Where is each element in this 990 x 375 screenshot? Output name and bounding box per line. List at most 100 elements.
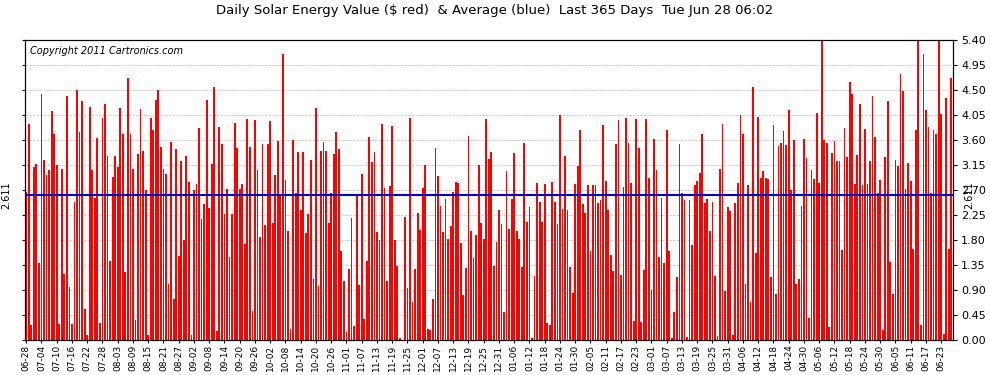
Bar — [834, 141, 836, 340]
Bar — [427, 329, 429, 340]
Bar — [931, 193, 932, 340]
Bar — [394, 240, 396, 340]
Bar — [754, 253, 756, 340]
Bar — [292, 140, 294, 340]
Bar — [719, 169, 721, 340]
Bar — [373, 152, 375, 340]
Bar — [577, 166, 578, 340]
Bar — [256, 170, 258, 340]
Bar — [897, 166, 899, 340]
Bar — [548, 324, 550, 340]
Bar — [261, 144, 263, 340]
Bar — [96, 138, 98, 340]
Bar — [694, 186, 696, 340]
Text: 2.611: 2.611 — [964, 182, 974, 209]
Bar — [864, 129, 866, 340]
Bar — [638, 148, 640, 340]
Bar — [877, 193, 878, 340]
Bar — [331, 194, 332, 340]
Bar — [360, 174, 362, 340]
Bar — [887, 101, 889, 340]
Bar — [727, 207, 729, 340]
Bar — [190, 336, 192, 340]
Bar — [775, 294, 777, 340]
Bar — [757, 117, 759, 340]
Bar — [457, 183, 459, 340]
Bar — [691, 245, 693, 340]
Bar — [602, 124, 604, 340]
Bar — [950, 78, 952, 340]
Bar — [709, 231, 711, 340]
Bar — [925, 110, 927, 340]
Bar — [882, 330, 884, 340]
Bar — [918, 40, 919, 340]
Bar — [537, 183, 538, 340]
Bar — [762, 171, 764, 340]
Bar — [595, 185, 596, 340]
Text: 2.611: 2.611 — [1, 182, 11, 209]
Bar — [732, 334, 734, 340]
Bar — [315, 108, 317, 340]
Bar — [730, 211, 732, 340]
Bar — [798, 279, 800, 340]
Bar — [234, 123, 236, 340]
Bar — [71, 324, 73, 340]
Bar — [628, 143, 630, 340]
Bar — [138, 154, 139, 340]
Bar — [686, 338, 688, 340]
Bar — [572, 293, 573, 340]
Bar — [788, 110, 790, 340]
Bar — [480, 222, 482, 340]
Bar — [808, 318, 810, 340]
Bar — [440, 206, 442, 340]
Bar — [816, 113, 818, 340]
Bar — [551, 182, 553, 340]
Bar — [247, 119, 248, 340]
Bar — [942, 334, 944, 340]
Bar — [430, 330, 432, 340]
Bar — [104, 104, 106, 340]
Bar — [26, 192, 27, 340]
Bar — [180, 161, 182, 340]
Bar — [725, 291, 726, 340]
Bar — [673, 312, 675, 340]
Bar — [412, 302, 414, 340]
Bar — [566, 210, 568, 340]
Bar — [343, 281, 345, 340]
Bar — [239, 189, 241, 340]
Bar — [803, 139, 805, 340]
Bar — [219, 128, 220, 341]
Bar — [871, 96, 873, 340]
Bar — [643, 270, 644, 340]
Bar — [229, 256, 231, 340]
Bar — [33, 166, 35, 340]
Bar — [869, 161, 871, 340]
Bar — [120, 108, 121, 340]
Bar — [107, 156, 109, 340]
Bar — [328, 223, 330, 340]
Bar — [910, 181, 912, 340]
Bar — [208, 209, 210, 340]
Bar — [326, 151, 327, 340]
Bar — [546, 323, 548, 340]
Bar — [620, 275, 622, 340]
Bar — [475, 234, 477, 340]
Bar — [821, 40, 823, 340]
Bar — [947, 249, 949, 340]
Bar — [740, 115, 742, 340]
Bar — [945, 98, 947, 340]
Bar — [859, 104, 860, 340]
Bar — [127, 78, 129, 340]
Bar — [443, 232, 444, 340]
Bar — [610, 255, 612, 340]
Bar — [248, 147, 250, 340]
Bar — [350, 218, 352, 340]
Bar — [752, 87, 754, 340]
Bar — [783, 130, 784, 340]
Bar — [172, 298, 174, 340]
Bar — [493, 266, 495, 340]
Bar — [160, 147, 161, 340]
Bar — [201, 219, 203, 340]
Text: Copyright 2011 Cartronics.com: Copyright 2011 Cartronics.com — [30, 46, 182, 56]
Bar — [506, 171, 508, 340]
